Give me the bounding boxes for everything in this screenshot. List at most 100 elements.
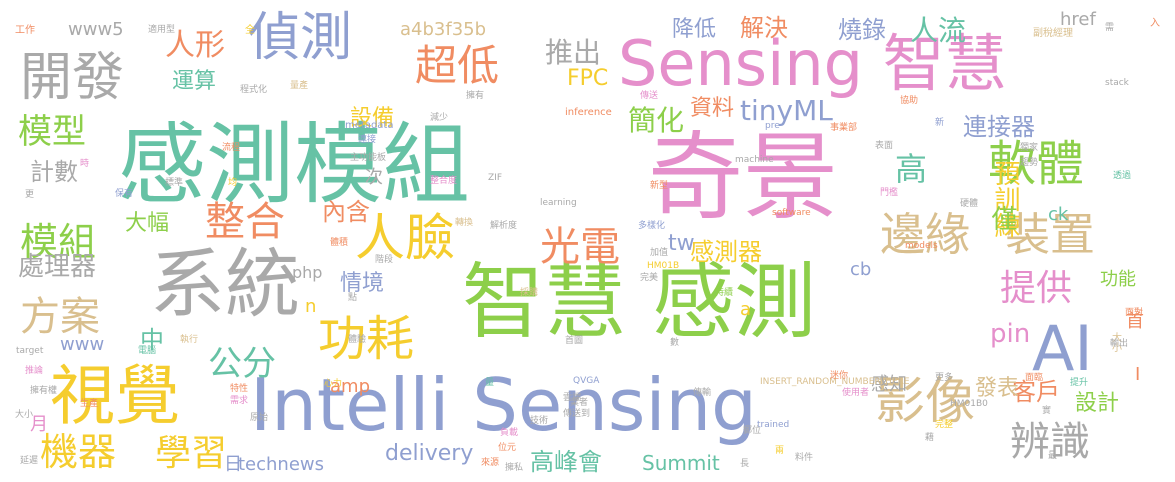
word-cjk-130: 輸出 (1110, 337, 1128, 349)
word-pre: pre (765, 121, 780, 131)
word-cjk-97: 獨家 (1020, 141, 1038, 153)
word-cjk-93: 事業部 (830, 121, 857, 133)
word-cjk-81: 需 (1105, 22, 1114, 33)
word-hm01b0: HM01B0 (950, 399, 988, 409)
word-cjk-77: 工作 (15, 24, 35, 36)
word-cjk-15: 功耗 (318, 311, 414, 367)
word-cjk-104: 標準 (165, 176, 183, 188)
word-cjk-68: 感知 (871, 374, 907, 395)
word-cjk-95: 新 (935, 116, 944, 128)
word-cjk-27: 高 (895, 150, 927, 188)
word-zif: ZIF (488, 173, 502, 183)
word-cjk-7: 偵測 (248, 8, 352, 68)
word-ai: AI (1032, 312, 1093, 385)
word-cjk-126: 持續 (715, 286, 733, 298)
word-cjk-40: 預訓練 (990, 160, 1020, 238)
word-cjk-98: 趨勢 (1020, 156, 1038, 168)
word-cjk-160: 技術 (530, 414, 548, 426)
word-href: href (1060, 9, 1096, 30)
word-cjk-72: 日 (224, 454, 242, 475)
word-a: a (740, 299, 751, 320)
word-i: I (1135, 364, 1140, 385)
word-cjk-133: 電腦 (138, 344, 156, 356)
word-cjk-6: 開發 (20, 48, 124, 108)
word-cjk-117: 體積 (330, 236, 348, 248)
word-cjk-94: 表面 (875, 139, 893, 151)
word-sensing: Sensing 智慧 (618, 27, 1007, 100)
word-cjk-11: 邊緣 (880, 208, 970, 261)
word-pin: pin (990, 319, 1030, 349)
word-cjk-127: 首圖 (565, 334, 583, 346)
word-cjk-3: 奇景 (648, 123, 838, 233)
word-stack: stack (1105, 78, 1130, 88)
word-cjk-33: 人流 (910, 14, 966, 47)
word-cjk-123: 完美 (640, 271, 658, 283)
word-php: php (292, 263, 322, 282)
word-cjk-122: 階段 (375, 253, 393, 265)
word-cjk-79: 全 (245, 23, 255, 36)
word-cjk-43: 內含 (322, 198, 370, 226)
word-n: n (305, 296, 316, 317)
word-cjk-76: 次 (365, 167, 383, 188)
word-cjk-129: 面對 (1125, 306, 1143, 318)
word-cjk-132: 執行 (180, 333, 198, 345)
word-learning: learning (540, 198, 577, 208)
word-cjk-5: 系統 (150, 240, 300, 328)
word-cjk-39: 連接器 (963, 113, 1035, 141)
word-cjk-10: 影像 (875, 372, 975, 430)
word-cjk-154: 雲端 (563, 391, 581, 403)
word-cjk-31: 解決 (740, 14, 788, 42)
word-cjk-16: 整合 (205, 199, 285, 245)
word-metadata: metadata (345, 120, 393, 131)
word-cjk-168: 來源 (481, 457, 499, 468)
word-cjk-157: 大小 (15, 408, 33, 420)
word-cjk-162: 最 (1048, 450, 1057, 461)
word-cjk-159: 郵位 (743, 424, 761, 436)
word-cjk-146: 心力 (324, 377, 342, 389)
word-cjk-12: 裝置 (1005, 208, 1095, 261)
word-a4b3f35b: a4b3f35b (400, 19, 486, 40)
word-cjk-21: 機器 (40, 430, 116, 474)
word-cjk-85: 量產 (290, 79, 308, 91)
word-cjk-45: 情境 (340, 271, 384, 296)
word-cjk-70: 大小 (1110, 331, 1122, 353)
word-cjk-47: 僅 (987, 205, 1017, 231)
word-cjk-67: 中 (140, 326, 164, 354)
word-qvga: QVGA (573, 376, 600, 386)
word-cjk-118: 轉換 (455, 216, 473, 228)
word-cjk-107: 整合度 (430, 174, 457, 186)
word-tinyml: tinyML (740, 94, 833, 127)
word-cjk-46: 處理器 (18, 252, 96, 282)
word-cjk-149: 傳送到 (563, 407, 590, 419)
word-cjk-14: 人臉 (355, 209, 455, 267)
word-cjk-111: 硬體 (960, 197, 978, 209)
word-cjk-151: 傳輸 (693, 386, 711, 398)
word-cjk-161: 兩 (775, 445, 784, 456)
word-cjk-170: 完整 (935, 418, 953, 430)
word-cjk-78: 適用型 (148, 23, 175, 35)
word-cjk-141: 面臨 (1025, 371, 1043, 383)
word-cjk-167: 料件 (795, 451, 813, 463)
word-trained: trained (757, 420, 789, 430)
word-cjk-49: 設計 (1075, 391, 1119, 416)
word-cjk-144: 擁有權 (30, 384, 57, 396)
word-cjk-0: 智慧 感測 (462, 255, 816, 350)
word-cjk-155: 實 (1042, 404, 1051, 416)
word-cjk-143: 推論 (25, 364, 43, 376)
word-cjk-66: 功能 (1100, 269, 1136, 290)
word-cjk-35: 設備 (350, 106, 394, 131)
word-cjk-166: 長 (740, 458, 749, 469)
word-cjk-84: 程式化 (240, 83, 267, 95)
word-cjk-90: 連接 (358, 133, 376, 145)
word-delivery: delivery (385, 441, 473, 466)
word-cjk-134: 體驗 (348, 333, 366, 345)
word-fpc: FPC (567, 66, 608, 91)
word-summit: Summit (642, 451, 720, 475)
word-cjk-32: 燒錄 (838, 16, 886, 44)
word-cjk-86: 傳送 (640, 89, 658, 101)
word-cjk-29: 人形 (165, 28, 225, 63)
word-cjk-115: 多樣化 (638, 219, 665, 231)
word-cjk-37: 資料 (690, 96, 734, 121)
word-intelli-sensing: Intelli Sensing (250, 363, 757, 447)
